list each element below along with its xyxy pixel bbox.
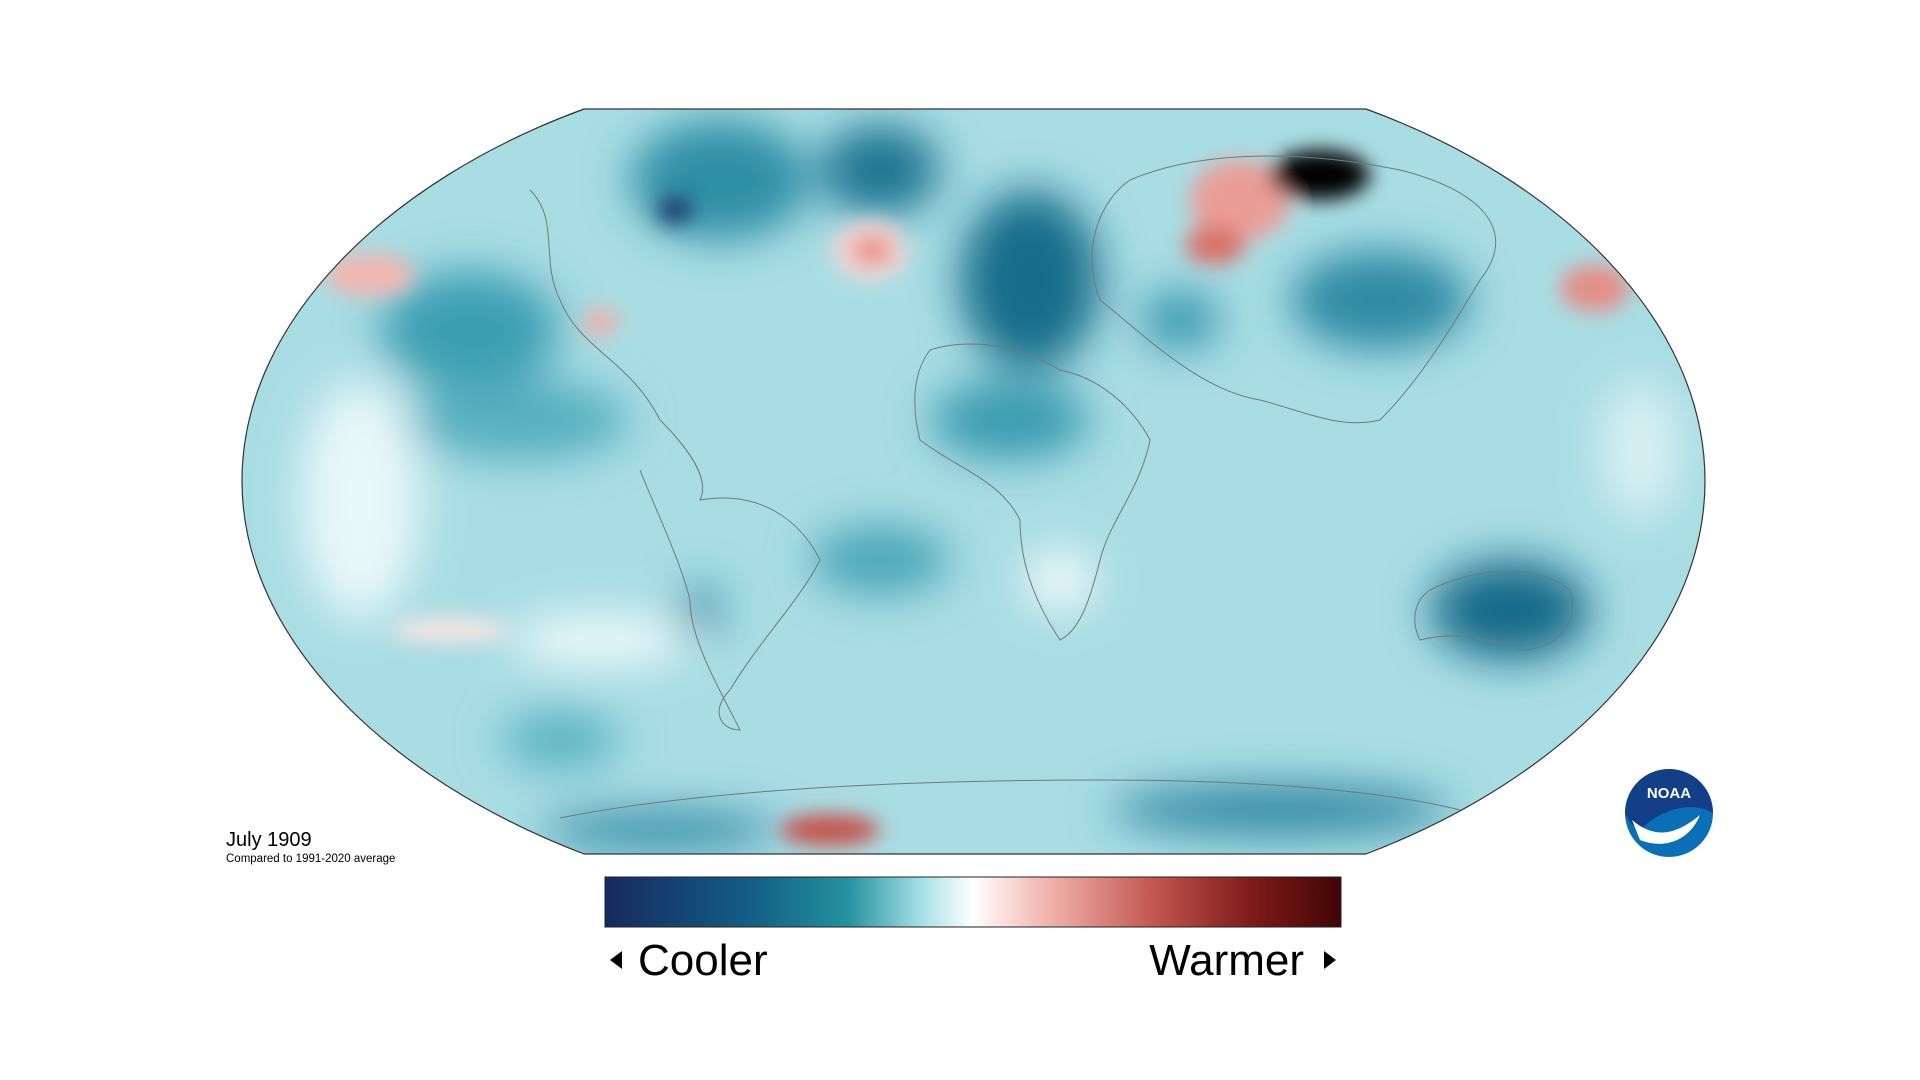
logo-top bbox=[1625, 769, 1713, 830]
color-scale bbox=[604, 876, 1342, 928]
anomaly-blobs bbox=[300, 120, 1680, 848]
noaa-logo: NOAA bbox=[1625, 769, 1713, 857]
warm-arrow bbox=[1324, 951, 1336, 969]
map-title: July 1909 bbox=[226, 829, 312, 851]
map-outline bbox=[241, 108, 1706, 855]
anomaly-field bbox=[242, 109, 1705, 854]
cool-arrow bbox=[610, 951, 622, 969]
cool-label: Cooler bbox=[638, 936, 768, 985]
ocean-base bbox=[242, 109, 1705, 854]
map-subtitle: Compared to 1991-2020 average bbox=[226, 853, 395, 865]
coastlines bbox=[529, 155, 1574, 819]
warm-label: Warmer bbox=[1149, 936, 1304, 985]
logo-bird bbox=[1632, 815, 1700, 844]
warm-blobs bbox=[325, 150, 1630, 846]
logo-text: NOAA bbox=[1647, 785, 1691, 802]
